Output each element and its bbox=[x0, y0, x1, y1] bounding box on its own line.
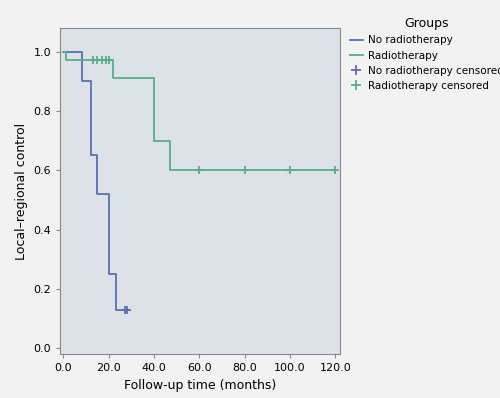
X-axis label: Follow-up time (months): Follow-up time (months) bbox=[124, 379, 276, 392]
Legend: No radiotherapy, Radiotherapy, No radiotherapy censored, Radiotherapy censored: No radiotherapy, Radiotherapy, No radiot… bbox=[350, 17, 500, 91]
Y-axis label: Local–regional control: Local–regional control bbox=[14, 123, 28, 259]
